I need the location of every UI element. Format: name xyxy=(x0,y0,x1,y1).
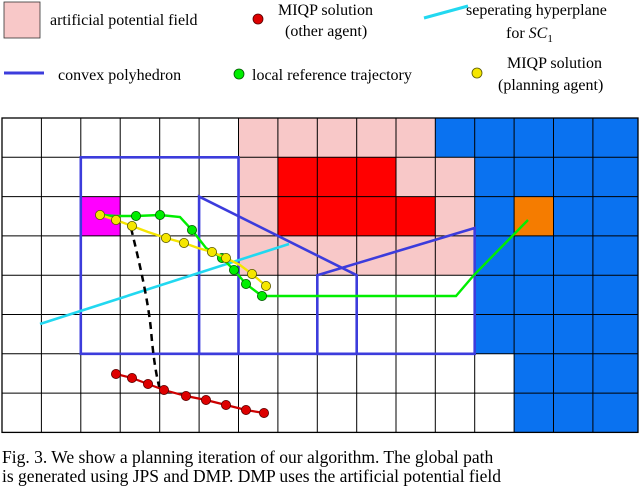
legend-miqp-plan-label-2: (planning agent) xyxy=(498,77,603,94)
miqp-other-point xyxy=(111,368,122,379)
miqp-plan-point xyxy=(260,280,271,291)
legend-apf-label: artificial potential field xyxy=(50,12,198,29)
legend-miqp-other-label-2: (other agent) xyxy=(285,23,367,40)
miqp-other-point xyxy=(142,378,153,389)
miqp-plan-point xyxy=(160,232,171,243)
caption-line-2: is generated using JPS and DMP. DMP uses… xyxy=(2,467,502,486)
miqp-other-point xyxy=(200,394,211,405)
green-dot-icon xyxy=(233,68,245,80)
local-ref-point xyxy=(130,210,141,221)
miqp-other-point xyxy=(220,399,231,410)
miqp-plan-point xyxy=(95,209,106,220)
miqp-other-solution xyxy=(111,368,269,418)
local-ref-point xyxy=(154,209,165,220)
yellow-dot-icon xyxy=(471,67,483,79)
polyhedron-3 xyxy=(315,226,477,356)
miqp-other-point xyxy=(158,384,169,395)
apf-swatch-icon xyxy=(3,1,41,39)
legend-local-ref-label: local reference trajectory xyxy=(252,67,412,84)
convex-polyhedra xyxy=(79,156,477,356)
legend: artificial potential field MIQP solution… xyxy=(3,1,607,94)
miqp-other-point xyxy=(258,407,269,418)
figure: artificial potential field MIQP solution… xyxy=(1,1,639,434)
miqp-plan-point xyxy=(246,268,257,279)
grid-map xyxy=(1,117,639,434)
miqp-other-point xyxy=(180,390,191,401)
miqp-plan-point xyxy=(220,252,231,263)
cyan-line-icon xyxy=(423,4,469,20)
local-ref-point xyxy=(186,224,197,235)
miqp-planning-solution xyxy=(95,209,271,291)
legend-sep-label-2: for SC1 xyxy=(506,25,553,45)
miqp-plan-point xyxy=(111,214,122,225)
legend-poly-label: convex polyhedron xyxy=(58,67,181,84)
figure-caption: Fig. 3. We show a planning iteration of … xyxy=(2,448,638,486)
legend-sep-label-1: seperating hyperplane xyxy=(466,2,607,19)
miqp-plan-point xyxy=(127,220,138,231)
miqp-plan-point xyxy=(178,237,189,248)
goal-cell xyxy=(514,196,554,236)
other-agent-dashed-path xyxy=(129,227,162,391)
local-ref-point xyxy=(240,278,251,289)
legend-miqp-plan-label-1: MIQP solution xyxy=(507,55,602,72)
red-dot-icon xyxy=(252,13,264,25)
local-ref-point xyxy=(256,290,267,301)
wall-region xyxy=(435,118,638,433)
miqp-other-point xyxy=(127,372,138,383)
local-ref-point xyxy=(228,264,239,275)
miqp-plan-point xyxy=(206,246,217,257)
caption-line-1: Fig. 3. We show a planning iteration of … xyxy=(2,448,494,467)
separating-hyperplane xyxy=(39,242,290,326)
miqp-other-point xyxy=(240,404,251,415)
legend-miqp-other-label-1: MIQP solution xyxy=(278,2,373,19)
